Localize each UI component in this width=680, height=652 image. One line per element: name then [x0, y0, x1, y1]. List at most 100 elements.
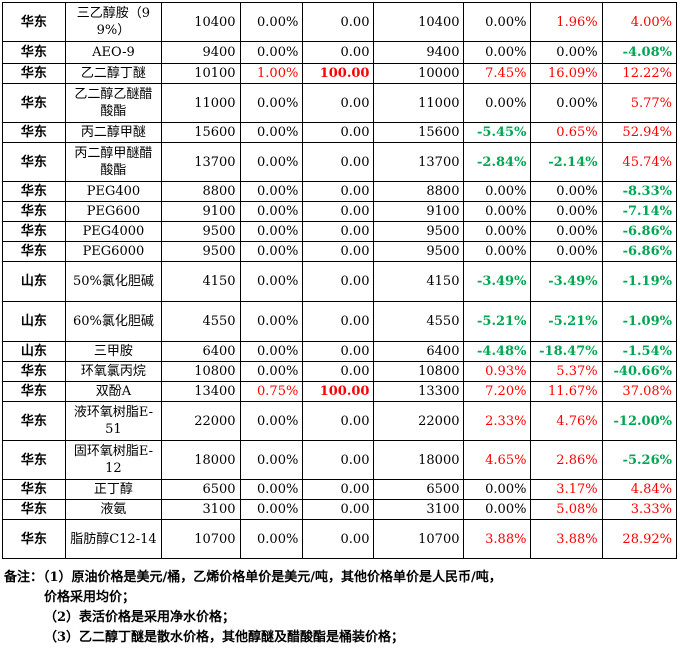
prev-price-cell: 6400 — [373, 341, 465, 362]
change-value-cell: 0.00 — [302, 519, 375, 559]
week-change-cell: 4.65% — [463, 440, 532, 480]
region-cell: 华东 — [2, 519, 66, 559]
year-change-cell: 45.74% — [601, 142, 678, 182]
change-pct-cell: 0.00% — [239, 301, 304, 342]
prev-price-cell: 9100 — [373, 201, 465, 222]
year-change-cell: 28.92% — [601, 519, 678, 559]
change-pct-cell: 0.00% — [239, 221, 304, 242]
product-name-cell: 三甲胺 — [64, 341, 163, 362]
product-name-cell: 环氧氯丙烷 — [64, 361, 163, 382]
product-name-cell: 液氨 — [64, 499, 163, 520]
price-cell: 10700 — [161, 519, 241, 559]
month-change-cell: 0.65% — [530, 122, 603, 143]
table-row: 华东 丙二醇甲醚 15600 0.00% 0.00 15600 -5.45% 0.65% 52.… — [2, 122, 678, 143]
region-cell: 华东 — [2, 381, 66, 402]
table-row: 华东 脂肪醇C12-14 10700 0.00% 0.00 10700 3.88% 3.88%… — [2, 519, 678, 559]
year-change-cell: -1.09% — [601, 301, 678, 342]
product-name-cell: PEG600 — [64, 201, 163, 222]
region-cell: 华东 — [2, 201, 66, 222]
change-pct-cell: 0.00% — [239, 440, 304, 480]
price-cell: 11000 — [161, 83, 241, 123]
year-change-cell: 52.94% — [601, 122, 678, 143]
week-change-cell: -5.45% — [463, 122, 532, 143]
product-name-cell: PEG400 — [64, 181, 163, 202]
year-change-cell: 12.22% — [601, 63, 678, 84]
week-change-cell: 0.00% — [463, 181, 532, 202]
price-cell: 13400 — [161, 381, 241, 402]
week-change-cell: -2.84% — [463, 142, 532, 182]
month-change-cell: 0.00% — [530, 41, 603, 64]
change-pct-cell: 0.00% — [239, 479, 304, 500]
notes: 备注：（1）原油价格是美元/桶，乙烯价格单价是美元/吨，其他价格单价是人民币/吨… — [4, 568, 676, 648]
year-change-cell: 3.33% — [601, 499, 678, 520]
table-row: 华东 液环氧树脂E-51 22000 0.00% 0.00 22000 2.33% 4.76%… — [2, 401, 678, 441]
table-row: 华东 PEG400 8800 0.00% 0.00 8800 0.00% 0.00% -8.33… — [2, 181, 678, 202]
product-name-cell: 三乙醇胺（99%） — [64, 2, 163, 42]
product-name-cell: 60%氯化胆碱 — [64, 301, 163, 342]
week-change-cell: 0.00% — [463, 201, 532, 222]
week-change-cell: -4.48% — [463, 341, 532, 362]
year-change-cell: 37.08% — [601, 381, 678, 402]
change-pct-cell: 0.00% — [239, 201, 304, 222]
price-cell: 10800 — [161, 361, 241, 382]
year-change-cell: 4.84% — [601, 479, 678, 500]
change-pct-cell: 0.00% — [239, 499, 304, 520]
region-cell: 华东 — [2, 361, 66, 382]
prev-price-cell: 6500 — [373, 479, 465, 500]
note-line-1: 备注：（1）原油价格是美元/桶，乙烯价格单价是美元/吨，其他价格单价是人民币/吨… — [4, 570, 502, 585]
region-cell: 华东 — [2, 181, 66, 202]
price-cell: 6400 — [161, 341, 241, 362]
change-value-cell: 0.00 — [302, 479, 375, 500]
change-pct-cell: 0.00% — [239, 122, 304, 143]
table-row: 华东 丙二醇甲醚醋酸酯 13700 0.00% 0.00 13700 -2.84% -2.14… — [2, 142, 678, 182]
change-value-cell: 0.00 — [302, 241, 375, 262]
region-cell: 山东 — [2, 341, 66, 362]
year-change-cell: -6.86% — [601, 241, 678, 262]
region-cell: 华东 — [2, 499, 66, 520]
year-change-cell: -4.08% — [601, 41, 678, 64]
price-cell: 10100 — [161, 63, 241, 84]
month-change-cell: 16.09% — [530, 63, 603, 84]
week-change-cell: 0.00% — [463, 221, 532, 242]
product-name-cell: 50%氯化胆碱 — [64, 261, 163, 302]
price-cell: 10400 — [161, 2, 241, 42]
week-change-cell: 3.88% — [463, 519, 532, 559]
table-row: 华东 液氨 3100 0.00% 0.00 3100 0.00% 5.08% 3.33% — [2, 499, 678, 520]
year-change-cell: -7.14% — [601, 201, 678, 222]
month-change-cell: 0.00% — [530, 201, 603, 222]
product-name-cell: 丙二醇甲醚醋酸酯 — [64, 142, 163, 182]
product-name-cell: 乙二醇丁醚 — [64, 63, 163, 84]
table-row: 华东 正丁醇 6500 0.00% 0.00 6500 0.00% 3.17% 4.84% — [2, 479, 678, 500]
week-change-cell: 0.00% — [463, 2, 532, 42]
prev-price-cell: 9500 — [373, 241, 465, 262]
month-change-cell: 0.00% — [530, 241, 603, 262]
change-pct-cell: 0.00% — [239, 401, 304, 441]
prev-price-cell: 10000 — [373, 63, 465, 84]
change-pct-cell: 0.00% — [239, 241, 304, 262]
change-pct-cell: 0.00% — [239, 142, 304, 182]
table-row: 山东 60%氯化胆碱 4550 0.00% 0.00 4550 -5.21% -5.21% -1… — [2, 301, 678, 342]
product-name-cell: 脂肪醇C12-14 — [64, 519, 163, 559]
week-change-cell: 7.45% — [463, 63, 532, 84]
price-cell: 9500 — [161, 241, 241, 262]
table-row: 华东 乙二醇乙醚醋酸酯 11000 0.00% 0.00 11000 0.00% 0.00% 5… — [2, 83, 678, 123]
table-row: 华东 环氧氯丙烷 10800 0.00% 0.00 10800 0.93% 5.37% -40.… — [2, 361, 678, 382]
week-change-cell: 0.00% — [463, 241, 532, 262]
prev-price-cell: 10800 — [373, 361, 465, 382]
change-pct-cell: 0.00% — [239, 2, 304, 42]
year-change-cell: 5.77% — [601, 83, 678, 123]
change-pct-cell: 0.00% — [239, 519, 304, 559]
month-change-cell: 5.37% — [530, 361, 603, 382]
year-change-cell: -1.54% — [601, 341, 678, 362]
prev-price-cell: 13700 — [373, 142, 465, 182]
change-value-cell: 0.00 — [302, 401, 375, 441]
month-change-cell: 11.67% — [530, 381, 603, 402]
prev-price-cell: 4550 — [373, 301, 465, 342]
price-cell: 8800 — [161, 181, 241, 202]
week-change-cell: 7.20% — [463, 381, 532, 402]
prev-price-cell: 8800 — [373, 181, 465, 202]
region-cell: 华东 — [2, 83, 66, 123]
change-pct-cell: 0.75% — [239, 381, 304, 402]
product-name-cell: 液环氧树脂E-51 — [64, 401, 163, 441]
change-pct-cell: 0.00% — [239, 41, 304, 64]
